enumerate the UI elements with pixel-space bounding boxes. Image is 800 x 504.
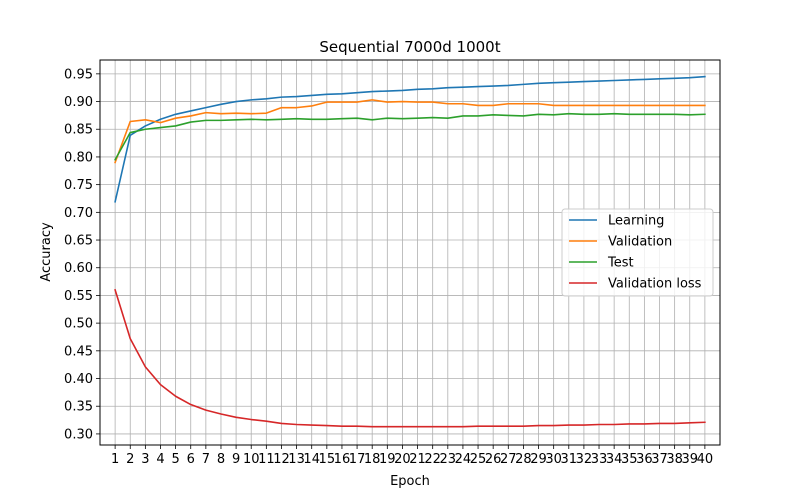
x-tick-label: 26 bbox=[485, 452, 502, 467]
x-tick-label: 20 bbox=[394, 452, 411, 467]
y-tick-label: 0.90 bbox=[64, 95, 93, 110]
y-tick-label: 0.45 bbox=[64, 344, 93, 359]
x-tick-label: 25 bbox=[470, 452, 487, 467]
series-line-learning bbox=[114, 75, 706, 203]
x-tick-label: 12 bbox=[273, 452, 290, 467]
y-tick-label: 0.85 bbox=[64, 123, 93, 138]
y-tick-label: 0.95 bbox=[64, 67, 93, 82]
x-tick-label: 33 bbox=[591, 452, 608, 467]
x-tick-label: 11 bbox=[258, 452, 275, 467]
x-tick-label: 7 bbox=[202, 452, 210, 467]
y-tick-label: 0.80 bbox=[64, 150, 93, 165]
x-tick-label: 31 bbox=[561, 452, 578, 467]
y-tick-label: 0.35 bbox=[64, 400, 93, 415]
legend-label-validation-loss: Validation loss bbox=[608, 277, 702, 292]
series-line-test bbox=[114, 112, 706, 161]
x-tick-label: 4 bbox=[156, 452, 164, 467]
legend-label-learning: Learning bbox=[608, 214, 664, 229]
y-tick-label: 0.40 bbox=[64, 372, 93, 387]
x-axis-ticks: 1 2 3 4 5 6 7 8 9 1011121314151617181920212223242… bbox=[111, 445, 713, 467]
x-tick-label: 27 bbox=[500, 452, 517, 467]
x-tick-label: 3 bbox=[141, 452, 149, 467]
legend: Learning Validation Test Validation loss bbox=[561, 208, 714, 297]
x-tick-label: 40 bbox=[697, 452, 714, 467]
x-tick-label: 32 bbox=[576, 452, 593, 467]
y-tick-label: 0.50 bbox=[64, 317, 93, 332]
chart-title: Sequential 7000d 1000t bbox=[319, 38, 500, 56]
x-tick-label: 8 bbox=[217, 452, 225, 467]
x-tick-label: 22 bbox=[424, 452, 441, 467]
x-tick-label: 5 bbox=[171, 452, 179, 467]
y-tick-label: 0.55 bbox=[64, 289, 93, 304]
x-tick-label: 28 bbox=[515, 452, 532, 467]
y-axis-ticks: 0.30 0.35 0.40 0.45 0.50 0.55 0.60 0.65 0.70 0.75… bbox=[64, 67, 100, 442]
x-tick-label: 38 bbox=[666, 452, 683, 467]
y-axis-label: Accuracy bbox=[39, 222, 54, 282]
x-tick-label: 37 bbox=[651, 452, 668, 467]
x-tick-label: 21 bbox=[409, 452, 426, 467]
x-tick-label: 24 bbox=[455, 452, 472, 467]
y-tick-label: 0.60 bbox=[64, 261, 93, 276]
x-tick-label: 35 bbox=[621, 452, 638, 467]
x-tick-label: 6 bbox=[187, 452, 195, 467]
x-axis-label: Epoch bbox=[390, 474, 430, 489]
x-tick-label: 29 bbox=[530, 452, 547, 467]
x-tick-label: 39 bbox=[681, 452, 698, 467]
x-tick-label: 9 bbox=[232, 452, 240, 467]
y-tick-label: 0.75 bbox=[64, 178, 93, 193]
x-tick-label: 14 bbox=[303, 452, 320, 467]
x-tick-label: 19 bbox=[379, 452, 396, 467]
legend-label-test: Test bbox=[607, 256, 634, 271]
x-tick-label: 18 bbox=[364, 452, 381, 467]
x-tick-label: 23 bbox=[440, 452, 457, 467]
x-tick-label: 2 bbox=[126, 452, 134, 467]
series-layer bbox=[114, 75, 706, 428]
legend-box bbox=[561, 208, 714, 297]
series-line-validation bbox=[114, 99, 706, 164]
y-tick-label: 0.30 bbox=[64, 427, 93, 442]
x-tick-label: 13 bbox=[288, 452, 305, 467]
x-tick-label: 34 bbox=[606, 452, 623, 467]
y-tick-label: 0.70 bbox=[64, 206, 93, 221]
x-tick-label: 16 bbox=[334, 452, 351, 467]
x-tick-label: 30 bbox=[545, 452, 562, 467]
x-tick-label: 15 bbox=[319, 452, 336, 467]
series-line-validation-loss bbox=[114, 288, 706, 428]
legend-label-validation: Validation bbox=[608, 235, 672, 250]
x-tick-label: 36 bbox=[636, 452, 653, 467]
y-tick-label: 0.65 bbox=[64, 234, 93, 249]
x-tick-label: 17 bbox=[349, 452, 366, 467]
x-tick-label: 10 bbox=[243, 452, 260, 467]
plot-frame bbox=[99, 59, 721, 446]
x-tick-label: 1 bbox=[111, 452, 119, 467]
grid-layer bbox=[100, 60, 720, 445]
